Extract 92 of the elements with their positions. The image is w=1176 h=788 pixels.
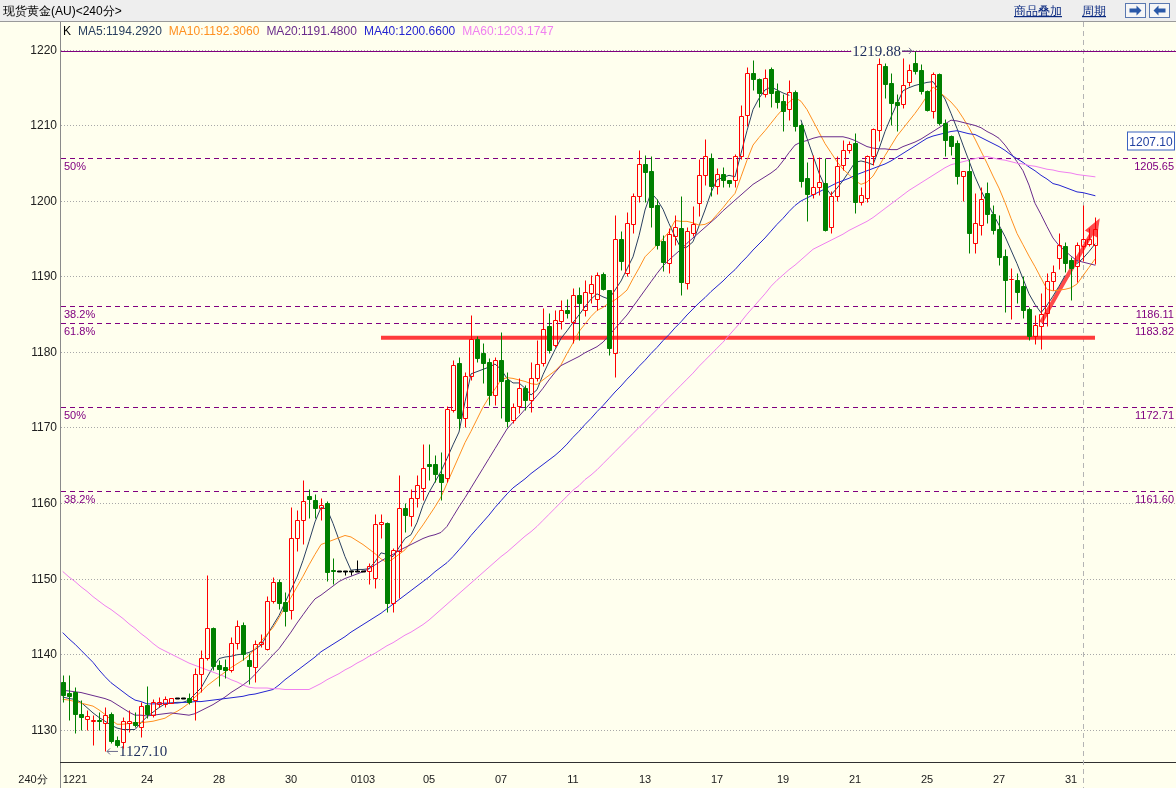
x-axis-title: 240分 — [18, 773, 48, 785]
candlestick — [403, 503, 408, 533]
x-tick-label: 0103 — [350, 773, 376, 785]
text: 商品叠加 — [1014, 4, 1062, 18]
candlestick — [457, 357, 462, 430]
candlestick — [565, 299, 570, 319]
y-tick-label: 1130 — [31, 722, 58, 737]
candlestick — [493, 357, 498, 406]
candlestick — [247, 653, 252, 685]
y-tick-label: 1170 — [31, 420, 58, 435]
candlestick — [613, 215, 618, 378]
candlestick — [577, 287, 582, 341]
candlestick — [823, 158, 828, 232]
x-tick-label: 25 — [920, 773, 934, 785]
candlestick — [931, 72, 936, 119]
candlestick — [619, 231, 624, 271]
candlestick — [967, 159, 972, 254]
x-tick-label: 31 — [1064, 773, 1078, 785]
y-tick-label: 1180 — [31, 344, 58, 359]
candlestick — [133, 712, 138, 728]
candlestick — [709, 153, 714, 197]
ref-line-label: 1183.82 — [1135, 324, 1174, 337]
candlestick — [547, 313, 552, 354]
annotation: 38.2% — [64, 307, 96, 320]
candlestick — [1009, 268, 1014, 320]
candlestick — [187, 693, 192, 705]
annotation: 50% — [64, 408, 87, 421]
candlestick — [103, 707, 108, 752]
candlestick — [853, 133, 858, 214]
chart-title: 现货黄金(AU)<240分> — [3, 4, 122, 18]
candlestick — [97, 712, 102, 731]
annotation: 50% — [64, 159, 87, 172]
y-tick-label: 1190 — [31, 269, 58, 284]
annotation: 38.2% — [64, 492, 96, 505]
y-tick-label: 1150 — [31, 571, 58, 586]
ref-line-label: 1161.60 — [1135, 492, 1174, 505]
candlestick — [91, 715, 96, 746]
candlestick — [601, 272, 606, 291]
y-tick-label: 1210 — [30, 118, 58, 133]
candlestick — [385, 522, 390, 613]
x-tick-label: 07 — [494, 773, 508, 785]
candlestick — [307, 489, 312, 519]
annotation: 1219.88 — [852, 42, 901, 59]
x-tick-label: 28 — [212, 773, 226, 785]
x-tick-label: 21 — [848, 773, 862, 785]
text: 1207.10 — [1129, 134, 1174, 149]
candlestick — [541, 308, 546, 367]
candlestick — [679, 196, 684, 296]
candlestick — [241, 622, 246, 661]
y-tick-label: 1220 — [30, 42, 58, 57]
x-tick-label: 30 — [284, 773, 298, 785]
text: MA5:1194.2920 — [78, 24, 163, 38]
y-tick-label: 1160 — [31, 496, 58, 510]
candlestick — [511, 403, 516, 424]
candlestick — [139, 702, 144, 738]
candlestick — [787, 80, 792, 121]
x-tick-label: 1221 — [62, 773, 88, 785]
y-tick-label: 1140 — [31, 647, 58, 662]
candlestick — [145, 686, 150, 719]
x-tick-label: 24 — [140, 773, 154, 785]
annotation: 1127.10 — [119, 743, 168, 760]
candlestick — [523, 385, 528, 411]
candlestick — [763, 69, 768, 98]
annotation: 61.8% — [64, 324, 96, 337]
candlestick — [313, 494, 318, 519]
candlestick — [907, 64, 912, 87]
x-tick-label: 13 — [638, 773, 652, 785]
text: K — [63, 24, 72, 38]
candlestick — [571, 288, 576, 344]
text: MA10:1192.3060 — [168, 24, 260, 38]
candlestick — [961, 171, 966, 202]
candlestick — [901, 58, 906, 109]
text: 周期 — [1082, 4, 1106, 18]
candlestick — [1057, 233, 1062, 270]
ref-line-label: 1186.11 — [1135, 307, 1174, 320]
candlestick — [517, 378, 522, 414]
candlestick — [319, 498, 324, 521]
text: MA60:1203.1747 — [462, 24, 555, 38]
ref-line-label: 1172.71 — [1135, 408, 1174, 421]
candlestick — [745, 67, 750, 127]
x-tick-label: 17 — [710, 773, 724, 785]
y-tick-label: 1200 — [30, 193, 58, 208]
x-tick-label: 27 — [992, 773, 1006, 785]
x-tick-label: 05 — [422, 773, 436, 785]
text: MA20:1191.4800 — [266, 24, 358, 38]
x-tick-label: 19 — [776, 773, 790, 785]
text: MA40:1200.6600 — [363, 24, 456, 38]
candlestick — [607, 290, 612, 356]
ref-line-label: 1205.65 — [1134, 159, 1174, 172]
candlestick — [715, 168, 720, 195]
x-tick-label: 11 — [567, 773, 579, 785]
candlestick — [85, 710, 90, 731]
